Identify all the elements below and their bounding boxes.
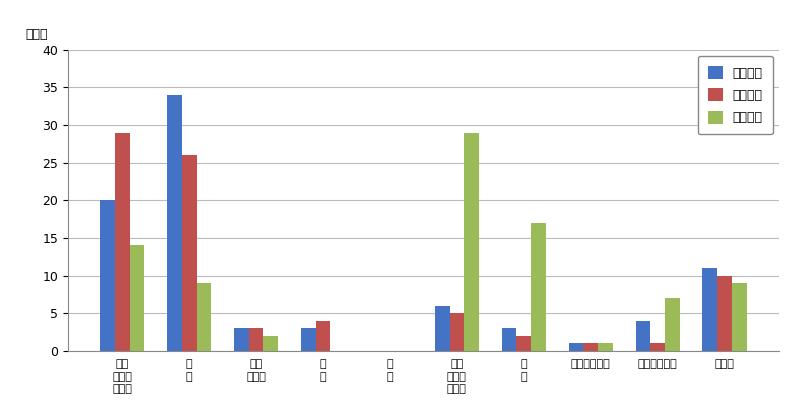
Bar (196, 283, 211, 351)
Bar (665, 298, 680, 351)
Bar (115, 133, 129, 351)
Bar (732, 283, 746, 351)
Bar (100, 200, 115, 351)
Bar (502, 328, 516, 351)
Bar (449, 313, 464, 351)
Bar (167, 95, 182, 351)
Bar (301, 328, 316, 351)
Bar (584, 343, 598, 351)
Bar (249, 328, 264, 351)
Bar (316, 321, 330, 351)
Bar (129, 245, 145, 351)
Bar (598, 343, 613, 351)
Bar (635, 321, 650, 351)
Bar (569, 343, 584, 351)
Text: （人）: （人） (25, 28, 48, 40)
Bar (264, 336, 278, 351)
Bar (234, 328, 249, 351)
Bar (435, 306, 449, 351)
Bar (703, 268, 717, 351)
Legend: 県外転入, 県外転出, 県内移動: 県外転入, 県外転出, 県内移動 (698, 56, 773, 134)
Bar (182, 155, 196, 351)
Bar (516, 336, 531, 351)
Bar (531, 223, 546, 351)
Bar (650, 343, 665, 351)
Bar (717, 276, 732, 351)
Bar (464, 133, 479, 351)
